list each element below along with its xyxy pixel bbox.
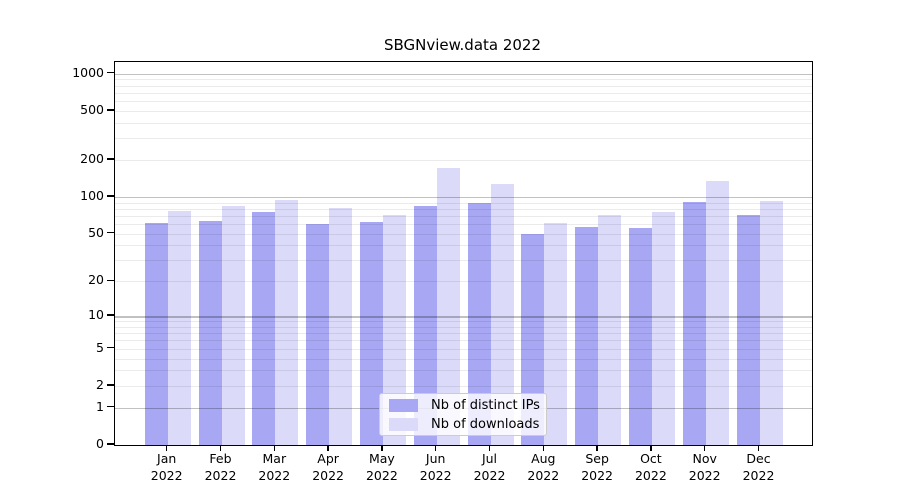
- y-tick-label: 1000: [72, 64, 104, 80]
- x-tick-label-mar: Mar 2022: [258, 451, 291, 483]
- x-tick-mark: [219, 445, 222, 451]
- bar-distinct-ips-mar: [252, 212, 276, 445]
- y-tick-mark: [107, 71, 114, 74]
- x-tick-label-may: May 2022: [365, 451, 398, 483]
- y-tick-label: 500: [80, 101, 104, 117]
- bar-distinct-ips-may: [359, 222, 383, 445]
- y-tick-label: 100: [80, 187, 104, 203]
- bar-downloads-feb: [221, 205, 245, 445]
- y-tick-label: 0: [96, 436, 104, 451]
- x-tick-label-jan: Jan 2022: [150, 451, 183, 483]
- y-tick-label: 200: [80, 150, 104, 166]
- bar-distinct-ips-jul: [467, 203, 491, 445]
- bar-distinct-ips-nov: [682, 201, 706, 445]
- legend-label-distinct-ips: Nb of distinct IPs: [431, 397, 540, 413]
- x-tick-mark: [381, 445, 383, 451]
- x-tick-mark: [488, 445, 491, 451]
- x-tick-mark: [650, 445, 652, 451]
- y-tick-mark: [107, 279, 114, 282]
- chart-title: SBGNview.data 2022: [383, 36, 542, 54]
- x-tick-mark: [704, 445, 706, 451]
- bar-distinct-ips-oct: [628, 227, 652, 445]
- legend-item-downloads: Nb of downloads: [389, 416, 540, 432]
- legend: Nb of distinct IPs Nb of downloads: [379, 393, 547, 436]
- bar-distinct-ips-jun: [413, 205, 437, 445]
- bar-downloads-nov: [705, 180, 729, 445]
- bar-downloads-may: [382, 215, 406, 445]
- x-tick-mark: [596, 445, 598, 451]
- y-tick-mark: [107, 443, 114, 445]
- y-tick-mark: [107, 347, 114, 349]
- x-tick-label-feb: Feb 2022: [204, 451, 237, 483]
- y-tick-mark: [107, 195, 114, 197]
- legend-swatch-downloads: [389, 417, 418, 431]
- bar-distinct-ips-aug: [521, 233, 545, 445]
- y-tick-mark: [107, 384, 114, 386]
- x-tick-label-jun: Jun 2022: [419, 451, 452, 483]
- bar-distinct-ips-jan: [144, 223, 168, 445]
- bar-distinct-ips-feb: [198, 220, 222, 445]
- y-tick-mark: [107, 231, 114, 234]
- x-tick-mark: [435, 445, 437, 451]
- y-tick-mark: [107, 109, 114, 111]
- x-tick-mark: [542, 445, 544, 451]
- bar-downloads-oct: [651, 211, 675, 445]
- bar-downloads-sep: [598, 215, 622, 445]
- bar-downloads-apr: [329, 208, 353, 445]
- x-tick-label-oct: Oct 2022: [634, 451, 667, 483]
- bar-distinct-ips-dec: [736, 215, 760, 445]
- bar-downloads-dec: [759, 200, 783, 445]
- y-tick-mark: [107, 158, 114, 160]
- x-tick-label-jul: Jul 2022: [473, 451, 506, 483]
- y-tick-label: 20: [88, 272, 104, 288]
- legend-label-downloads: Nb of downloads: [431, 416, 540, 432]
- x-tick-label-nov: Nov 2022: [688, 451, 721, 483]
- y-tick-mark: [107, 406, 114, 408]
- bar-downloads-jun: [436, 168, 460, 445]
- y-tick-mark: [107, 314, 114, 316]
- plot-area: Nb of distinct IPs Nb of downloads: [114, 61, 813, 446]
- y-tick-label: 10: [88, 307, 104, 323]
- bar-downloads-aug: [544, 223, 568, 445]
- y-tick-label: 2: [96, 376, 104, 392]
- y-tick-label: 1: [96, 398, 104, 414]
- bar-distinct-ips-apr: [306, 224, 330, 445]
- y-tick-label: 5: [96, 339, 104, 355]
- x-tick-label-apr: Apr 2022: [312, 451, 344, 483]
- y-tick-label: 50: [88, 224, 104, 240]
- x-tick-mark: [757, 445, 760, 451]
- x-tick-label-sep: Sep 2022: [581, 451, 613, 483]
- legend-swatch-distinct-ips: [389, 398, 418, 412]
- bar-distinct-ips-sep: [575, 226, 599, 445]
- x-tick-mark: [273, 445, 275, 451]
- bar-downloads-mar: [275, 200, 299, 445]
- x-tick-label-aug: Aug 2022: [527, 451, 560, 483]
- legend-item-distinct-ips: Nb of distinct IPs: [389, 397, 540, 413]
- bars-layer: [115, 62, 812, 445]
- x-tick-label-dec: Dec 2022: [742, 451, 775, 483]
- x-tick-mark: [166, 445, 168, 451]
- bar-downloads-jul: [490, 184, 514, 445]
- x-tick-mark: [327, 445, 329, 451]
- bar-downloads-jan: [167, 210, 191, 445]
